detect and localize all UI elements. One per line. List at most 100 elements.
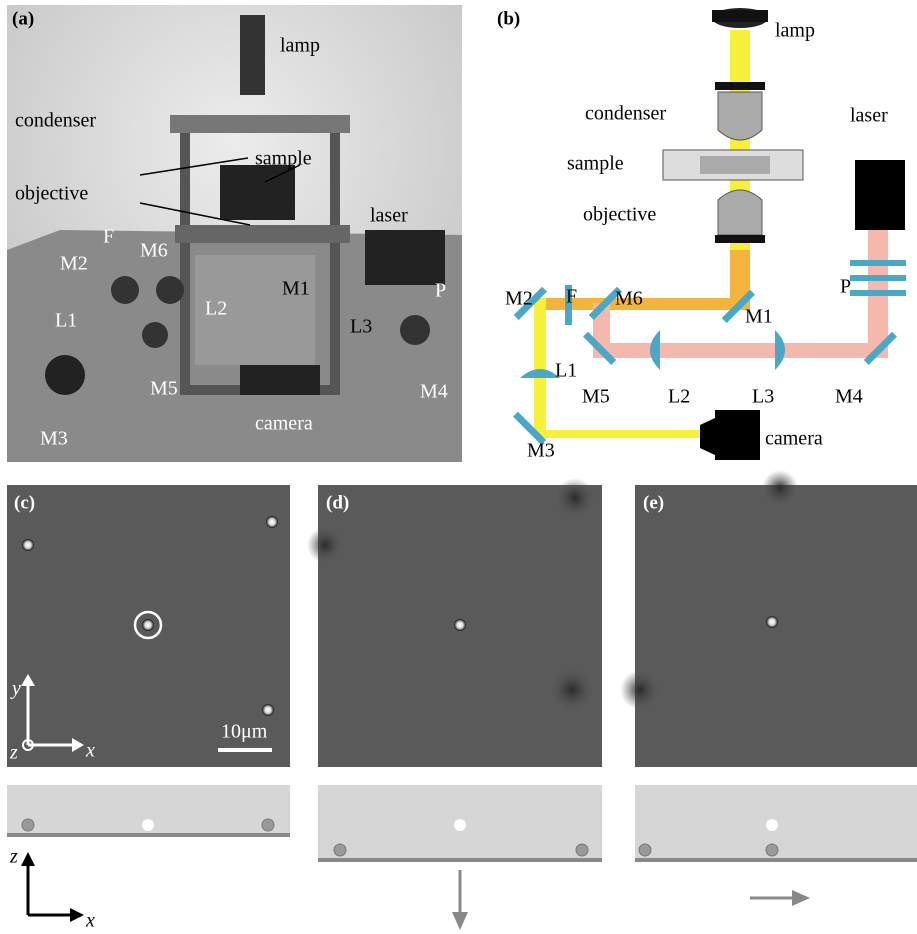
shape <box>766 819 778 831</box>
shape <box>792 890 810 906</box>
label: M6 <box>615 288 643 310</box>
label: z <box>9 846 18 868</box>
label: laser <box>850 105 888 127</box>
label: camera <box>255 413 313 435</box>
shape <box>142 819 154 831</box>
shape <box>534 430 704 438</box>
label: lamp <box>775 20 815 42</box>
shape <box>45 355 85 395</box>
shape <box>855 160 905 230</box>
shape <box>766 844 778 856</box>
shape <box>240 15 265 95</box>
label: M4 <box>835 386 863 408</box>
label: objective <box>583 204 656 226</box>
shape <box>850 290 906 296</box>
shape <box>775 330 785 370</box>
side-views <box>7 785 917 930</box>
shape <box>156 276 184 304</box>
microscope-images <box>7 470 917 767</box>
shape <box>21 852 35 866</box>
label: P <box>840 276 851 298</box>
label: M1 <box>282 278 310 300</box>
label: M5 <box>150 378 178 400</box>
photo <box>7 5 462 462</box>
shape <box>22 819 34 831</box>
shape <box>262 704 274 716</box>
label: condenser <box>585 103 666 125</box>
label: M3 <box>527 440 555 462</box>
shape <box>307 527 343 563</box>
label: M2 <box>505 288 533 310</box>
shape <box>365 230 445 285</box>
label: 10μm <box>221 721 268 743</box>
label: camera <box>765 428 823 450</box>
shape <box>700 418 715 455</box>
label: lamp <box>280 35 320 57</box>
shape <box>620 670 660 710</box>
label: (c) <box>14 492 35 513</box>
shape <box>850 275 906 281</box>
label: (b) <box>497 8 520 29</box>
label: M6 <box>140 240 168 262</box>
label: laser <box>370 205 408 227</box>
label: M4 <box>420 381 448 403</box>
shape <box>452 912 468 930</box>
label: L3 <box>752 386 774 408</box>
shape <box>240 365 320 395</box>
shape <box>520 369 560 378</box>
shape <box>266 516 278 528</box>
shape <box>142 619 154 631</box>
shape <box>22 539 34 551</box>
label: M5 <box>582 386 610 408</box>
label: (d) <box>326 492 349 513</box>
label: M3 <box>40 428 68 450</box>
shape <box>715 410 760 460</box>
shape <box>111 276 139 304</box>
label: sample <box>567 153 624 175</box>
label: z <box>9 742 18 764</box>
shape <box>454 819 466 831</box>
shape <box>142 322 168 348</box>
shape <box>718 190 762 235</box>
shape <box>576 844 588 856</box>
shape <box>850 260 906 266</box>
shape <box>175 225 350 243</box>
label: x <box>85 740 95 762</box>
shape <box>454 619 466 631</box>
label: sample <box>255 148 312 170</box>
label: (a) <box>12 8 34 29</box>
label: L1 <box>55 310 77 332</box>
label: F <box>566 286 577 308</box>
label: y <box>10 678 21 700</box>
label: F <box>103 226 114 248</box>
label: condenser <box>15 110 96 132</box>
shape <box>550 668 594 712</box>
label: L2 <box>668 386 690 408</box>
shape <box>70 908 84 922</box>
shape <box>555 478 595 518</box>
shape <box>170 115 350 133</box>
shape <box>762 470 798 506</box>
figure: (a) lamp condenser sample objective lase… <box>0 0 917 934</box>
shape <box>400 315 430 345</box>
label: (e) <box>643 492 664 513</box>
label: x <box>85 910 95 932</box>
label: L2 <box>205 298 227 320</box>
shape <box>639 844 651 856</box>
shape <box>718 92 762 140</box>
label: objective <box>15 183 88 205</box>
shape <box>534 298 546 438</box>
shape <box>715 82 765 90</box>
shape <box>712 10 768 22</box>
shape <box>650 330 660 370</box>
shape <box>700 156 770 174</box>
shape <box>334 844 346 856</box>
shape <box>766 616 778 628</box>
shape <box>262 819 274 831</box>
label: M1 <box>745 306 773 328</box>
label: P <box>435 280 446 302</box>
label: L1 <box>555 360 577 382</box>
shape <box>715 235 765 243</box>
label: L3 <box>350 316 372 338</box>
label: M2 <box>60 253 88 275</box>
